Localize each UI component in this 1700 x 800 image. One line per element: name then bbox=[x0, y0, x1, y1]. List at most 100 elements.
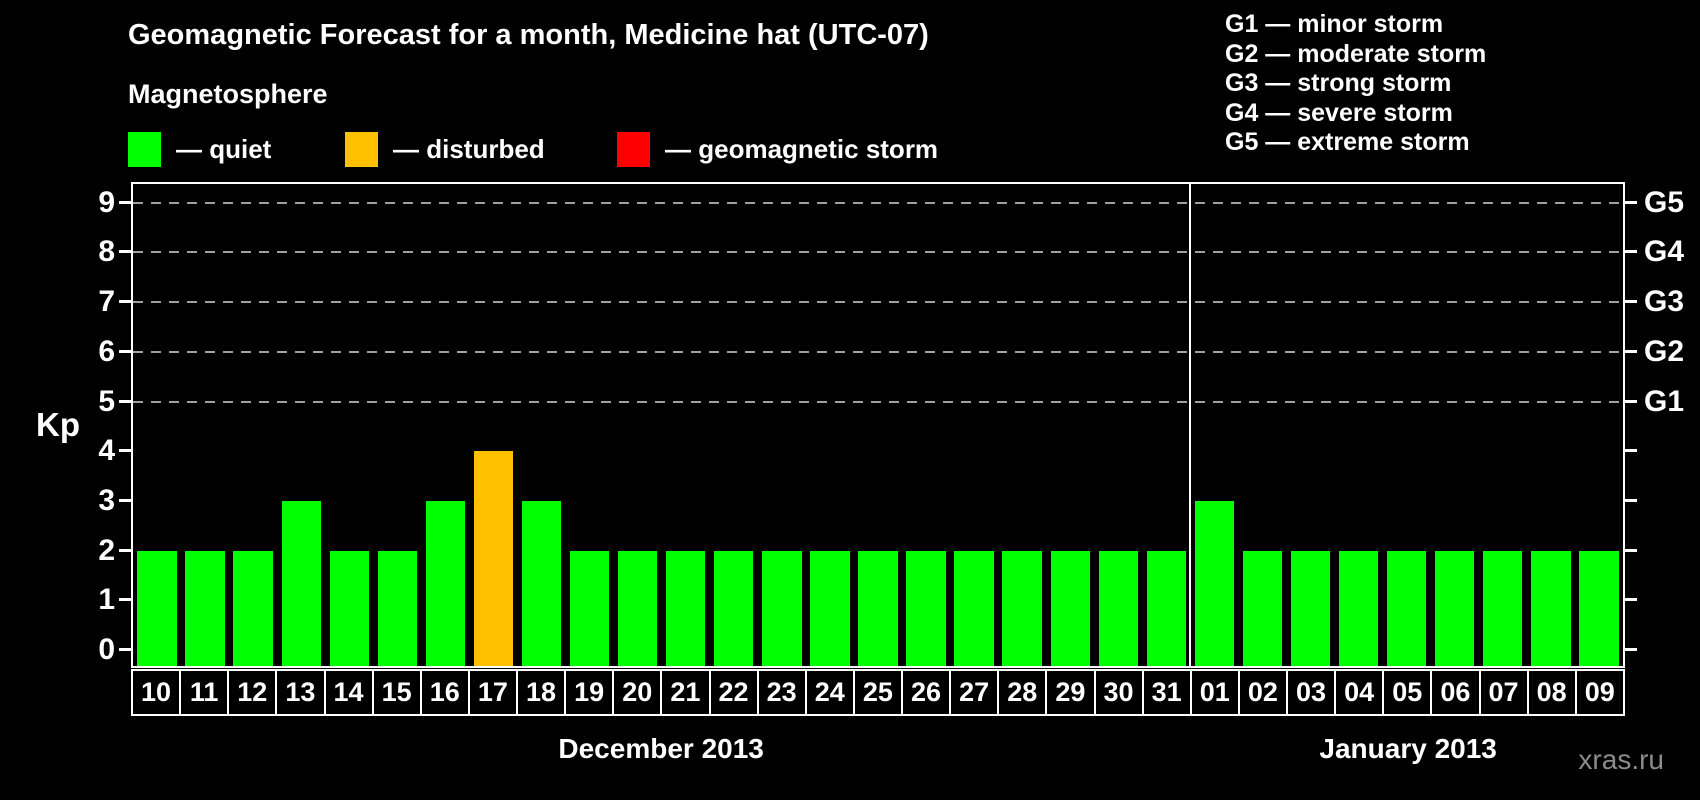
right-axis-tick bbox=[1625, 300, 1637, 304]
day-label-cell: 21 bbox=[660, 669, 711, 716]
right-axis-tick bbox=[1625, 548, 1637, 552]
bar-slot bbox=[614, 184, 662, 666]
bars-layer bbox=[133, 184, 1623, 666]
gridline-kp8 bbox=[133, 251, 1623, 254]
g-legend-row: G2 — moderate storm bbox=[1225, 39, 1487, 68]
kp-bar bbox=[1002, 550, 1042, 666]
y-axis-tick bbox=[119, 648, 131, 651]
g-legend-row: G5 — extreme storm bbox=[1225, 128, 1470, 157]
day-label-cell: 16 bbox=[419, 669, 470, 716]
day-label-cell: 28 bbox=[997, 669, 1048, 716]
kp-bar bbox=[1579, 550, 1619, 666]
bar-slot bbox=[325, 184, 373, 666]
kp-bar bbox=[377, 550, 418, 666]
day-label-cell: 26 bbox=[901, 669, 952, 716]
right-axis-tick bbox=[1625, 349, 1637, 353]
day-label-cell: 23 bbox=[756, 669, 807, 716]
kp-bar bbox=[1242, 550, 1283, 666]
kp-bar bbox=[281, 500, 321, 666]
day-label-cell: 29 bbox=[1045, 669, 1096, 716]
kp-bar bbox=[329, 550, 369, 666]
right-axis-tick bbox=[1625, 449, 1637, 453]
day-axis: 10 11 12 13 14 15 16 17 18 19 20 21 22 23 24 25 26 27 28 29… bbox=[131, 669, 1625, 716]
day-label-cell: 18 bbox=[516, 669, 567, 716]
g-axis-label: G4 bbox=[1644, 235, 1685, 269]
right-axis-tick bbox=[1625, 399, 1637, 403]
gridline-kp6 bbox=[133, 350, 1623, 353]
kp-bar bbox=[810, 550, 850, 666]
legend-swatch-disturbed bbox=[345, 131, 378, 167]
bar-slot bbox=[469, 184, 517, 666]
bar-slot bbox=[421, 184, 469, 666]
kp-bar bbox=[1194, 500, 1235, 666]
legend-item-disturbed: — disturbed bbox=[345, 131, 545, 167]
g-legend-row: G1 — minor storm bbox=[1225, 10, 1444, 38]
legend-label: — quiet bbox=[176, 133, 272, 164]
gridline-kp5 bbox=[133, 400, 1623, 403]
y-axis-tick bbox=[119, 250, 131, 254]
day-label-cell: 07 bbox=[1478, 669, 1529, 716]
legend-label: — geomagnetic storm bbox=[665, 133, 939, 164]
bar-slot bbox=[518, 184, 566, 666]
bar-slot bbox=[277, 184, 325, 666]
g-legend-row: G4 — severe storm bbox=[1225, 98, 1453, 127]
g-axis-label: G5 bbox=[1644, 185, 1685, 219]
y-tick-label: 6 bbox=[98, 334, 115, 368]
bar-slot bbox=[1238, 184, 1286, 666]
y-tick-label: 1 bbox=[98, 583, 115, 617]
day-label-cell: 15 bbox=[371, 669, 422, 716]
day-label-cell: 13 bbox=[275, 669, 326, 716]
kp-bar bbox=[714, 550, 754, 666]
day-label-cell: 17 bbox=[467, 669, 518, 716]
gridline-kp7 bbox=[133, 301, 1623, 304]
kp-bar bbox=[1098, 550, 1138, 666]
y-axis-tick bbox=[119, 449, 131, 453]
y-tick-label: 4 bbox=[98, 434, 115, 468]
right-axis-tick bbox=[1625, 498, 1637, 502]
day-label-cell: 11 bbox=[179, 669, 230, 716]
kp-bar bbox=[954, 550, 994, 666]
bar-slot bbox=[758, 184, 806, 666]
bar-slot bbox=[229, 184, 277, 666]
month-separator-line bbox=[1189, 184, 1192, 666]
kp-bar bbox=[473, 451, 514, 666]
legend-swatch-storm bbox=[617, 131, 650, 167]
bar-slot bbox=[1046, 184, 1094, 666]
day-label-cell: 31 bbox=[1141, 669, 1192, 716]
kp-bar bbox=[521, 500, 562, 666]
bar-slot bbox=[566, 184, 614, 666]
month-label: December 2013 bbox=[558, 733, 764, 764]
y-axis-tick bbox=[119, 548, 131, 552]
kp-bar bbox=[1386, 550, 1427, 666]
bar-slot bbox=[181, 184, 229, 666]
y-axis-tick bbox=[119, 598, 131, 602]
legend-label: — disturbed bbox=[393, 133, 545, 164]
kp-bar bbox=[762, 550, 802, 666]
y-axis-tick bbox=[119, 349, 131, 353]
bar-slot bbox=[1575, 184, 1623, 666]
bar-slot bbox=[133, 184, 181, 666]
bar-slot bbox=[806, 184, 854, 666]
bar-slot bbox=[1527, 184, 1575, 666]
right-axis-tick bbox=[1625, 598, 1637, 602]
day-label-cell: 06 bbox=[1430, 669, 1481, 716]
y-tick-label: 7 bbox=[98, 285, 115, 319]
day-label-cell: 03 bbox=[1286, 669, 1337, 716]
bar-slot bbox=[1190, 184, 1238, 666]
bar-slot bbox=[1479, 184, 1527, 666]
right-axis-tick bbox=[1625, 648, 1637, 651]
bar-slot bbox=[710, 184, 758, 666]
day-label-cell: 20 bbox=[612, 669, 663, 716]
kp-bar bbox=[617, 550, 658, 666]
y-tick-label: 0 bbox=[98, 633, 115, 666]
month-label: January 2013 bbox=[1319, 733, 1497, 764]
kp-bar bbox=[906, 550, 946, 666]
y-tick-label: 2 bbox=[98, 533, 115, 567]
day-label-cell: 19 bbox=[564, 669, 615, 716]
right-axis-tick bbox=[1625, 200, 1637, 204]
kp-bar bbox=[569, 550, 610, 666]
y-tick-label: 5 bbox=[98, 384, 115, 418]
bar-slot bbox=[902, 184, 950, 666]
day-label-cell: 12 bbox=[227, 669, 278, 716]
bar-slot bbox=[1287, 184, 1335, 666]
